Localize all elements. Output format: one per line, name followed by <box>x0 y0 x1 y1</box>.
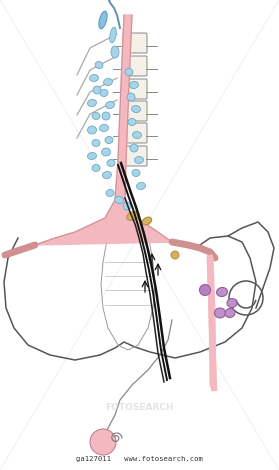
Ellipse shape <box>102 148 110 156</box>
FancyBboxPatch shape <box>123 33 147 53</box>
Ellipse shape <box>88 152 97 159</box>
Ellipse shape <box>215 308 225 318</box>
Ellipse shape <box>131 105 140 112</box>
Ellipse shape <box>111 46 119 58</box>
Ellipse shape <box>217 288 227 297</box>
Ellipse shape <box>128 118 136 125</box>
Ellipse shape <box>127 212 139 220</box>
Ellipse shape <box>104 78 112 86</box>
Text: ga127011   www.fotosearch.com: ga127011 www.fotosearch.com <box>76 456 203 462</box>
Ellipse shape <box>125 69 133 76</box>
FancyBboxPatch shape <box>123 79 147 99</box>
Ellipse shape <box>102 112 110 120</box>
Ellipse shape <box>110 27 116 43</box>
Ellipse shape <box>106 189 114 196</box>
Ellipse shape <box>123 202 131 210</box>
FancyBboxPatch shape <box>123 101 147 121</box>
Ellipse shape <box>88 100 97 107</box>
Ellipse shape <box>102 172 112 179</box>
FancyBboxPatch shape <box>123 56 147 76</box>
Ellipse shape <box>225 308 235 318</box>
Ellipse shape <box>92 164 100 172</box>
Ellipse shape <box>88 126 97 134</box>
Ellipse shape <box>92 140 100 147</box>
Ellipse shape <box>100 125 109 132</box>
Ellipse shape <box>130 144 138 152</box>
Ellipse shape <box>99 11 107 29</box>
Ellipse shape <box>199 284 210 296</box>
Ellipse shape <box>90 74 98 81</box>
Ellipse shape <box>142 217 152 225</box>
Ellipse shape <box>134 157 143 164</box>
Circle shape <box>90 429 116 455</box>
Ellipse shape <box>127 93 135 101</box>
Ellipse shape <box>171 251 179 259</box>
Ellipse shape <box>95 62 103 69</box>
Text: FOTOSEARCH: FOTOSEARCH <box>105 404 173 413</box>
Ellipse shape <box>93 86 101 94</box>
Ellipse shape <box>105 102 114 109</box>
FancyBboxPatch shape <box>123 146 147 166</box>
Ellipse shape <box>133 132 141 139</box>
Ellipse shape <box>227 298 237 307</box>
Ellipse shape <box>105 136 113 143</box>
Ellipse shape <box>100 89 108 96</box>
Ellipse shape <box>107 159 115 166</box>
Ellipse shape <box>132 170 140 177</box>
Ellipse shape <box>136 182 145 189</box>
Ellipse shape <box>114 196 124 204</box>
Polygon shape <box>35 15 172 245</box>
FancyBboxPatch shape <box>123 123 147 143</box>
Ellipse shape <box>92 112 100 119</box>
Ellipse shape <box>129 81 138 88</box>
